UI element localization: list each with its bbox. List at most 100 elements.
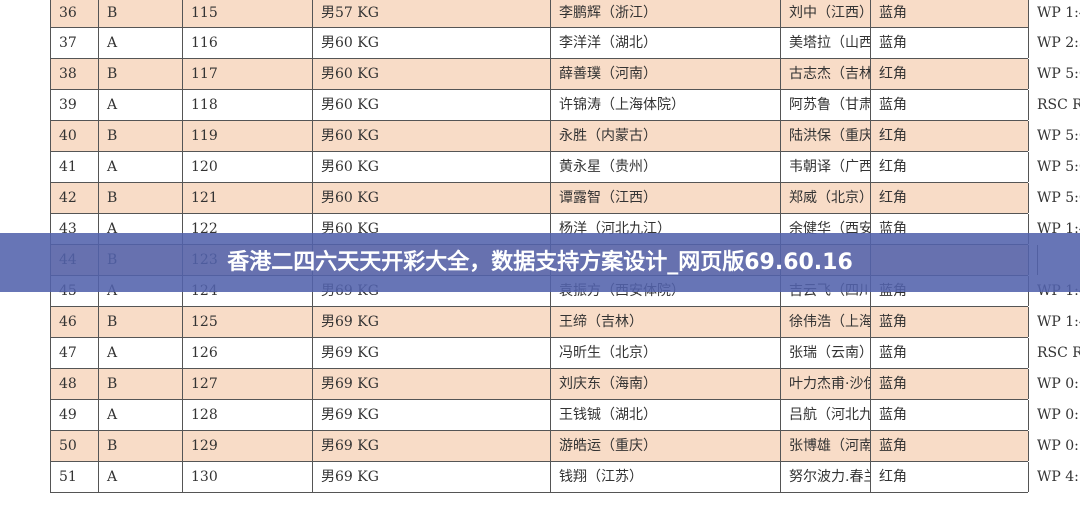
winner-corner: 红角 [870,121,1029,151]
weight-class: 男60 KG [312,152,551,182]
winner-corner: 蓝角 [870,90,1029,120]
blue-corner: 叶力杰甫·沙伊马尔旦（甘肃） [780,369,871,399]
group: A [98,338,183,368]
bout-number: 37 [50,28,99,58]
blue-corner: 刘中（江西） [780,0,871,28]
group: B [98,431,183,461]
weight-class: 男69 KG [312,462,551,492]
group: B [98,307,183,337]
winner-corner: 蓝角 [870,0,1029,28]
result: WP 0:5 [1028,400,1080,430]
weight-class: 男69 KG [312,400,551,430]
blue-corner: 张博雄（河南） [780,431,871,461]
match-number: 116 [182,28,313,58]
red-corner: 刘庆东（海南） [550,369,781,399]
red-corner: 薛善璞（河南） [550,59,781,89]
match-number: 120 [182,152,313,182]
red-corner: 王缔（吉林） [550,307,781,337]
match-number: 121 [182,183,313,213]
bout-number: 47 [50,338,99,368]
result: WP 0:5 [1028,369,1080,399]
match-number: 126 [182,338,313,368]
bout-number: 38 [50,59,99,89]
bout-number: 39 [50,90,99,120]
match-number: 129 [182,431,313,461]
red-corner: 永胜（内蒙古） [550,121,781,151]
bout-number: 49 [50,400,99,430]
blue-corner: 阿苏鲁（甘肃） [780,90,871,120]
match-number: 119 [182,121,313,151]
group: A [98,462,183,492]
blue-corner: 美塔拉（山西） [780,28,871,58]
red-corner: 谭露智（江西） [550,183,781,213]
group: B [98,183,183,213]
result: WP 4:1 [1028,462,1080,492]
match-number: 127 [182,369,313,399]
group: A [98,90,183,120]
weight-class: 男60 KG [312,183,551,213]
group: B [98,121,183,151]
blue-corner: 努尔波力.春兰（山西） [780,462,871,492]
red-corner: 李鹏辉（浙江） [550,0,781,28]
blue-corner: 韦朝译（广西） [780,152,871,182]
winner-corner: 蓝角 [870,369,1029,399]
match-number: 115 [182,0,313,28]
red-corner: 许锦涛（上海体院） [550,90,781,120]
winner-corner: 红角 [870,152,1029,182]
bout-number: 40 [50,121,99,151]
bout-number: 46 [50,307,99,337]
group: A [98,400,183,430]
blue-corner: 吕航（河北九江） [780,400,871,430]
result: WP 1:4 [1028,0,1080,28]
group: B [98,59,183,89]
red-corner: 李洋洋（湖北） [550,28,781,58]
weight-class: 男69 KG [312,338,551,368]
result: WP 5:0 [1028,183,1080,213]
result: WP 5:0 [1028,152,1080,182]
weight-class: 男69 KG [312,431,551,461]
winner-corner: 红角 [870,462,1029,492]
weight-class: 男60 KG [312,28,551,58]
winner-corner: 蓝角 [870,307,1029,337]
result: WP 5:0 [1028,59,1080,89]
group: B [98,0,183,28]
group: A [98,214,183,244]
group: A [98,152,183,182]
group: A [98,28,183,58]
match-number: 117 [182,59,313,89]
winner-corner: 蓝角 [870,431,1029,461]
result: WP 5:0 [1028,121,1080,151]
blue-corner: 陆洪保（重庆） [780,121,871,151]
weight-class: 男60 KG [312,59,551,89]
match-number: 125 [182,307,313,337]
weight-class: 男60 KG [312,121,551,151]
weight-class: 男60 KG [312,90,551,120]
result: RSC R1 0:45 [1028,338,1080,368]
group: B [98,369,183,399]
weight-class: 男69 KG [312,307,551,337]
blue-corner: 郑威（北京） [780,183,871,213]
red-corner: 钱翔（江苏） [550,462,781,492]
weight-class: 男69 KG [312,369,551,399]
blue-corner: 古志杰（吉林） [780,59,871,89]
result: WP 0:5 [1028,431,1080,461]
bout-number: 42 [50,183,99,213]
bout-number: 50 [50,431,99,461]
match-number: 128 [182,400,313,430]
red-corner: 游皓运（重庆） [550,431,781,461]
match-number: 130 [182,462,313,492]
winner-corner: 蓝角 [870,400,1029,430]
